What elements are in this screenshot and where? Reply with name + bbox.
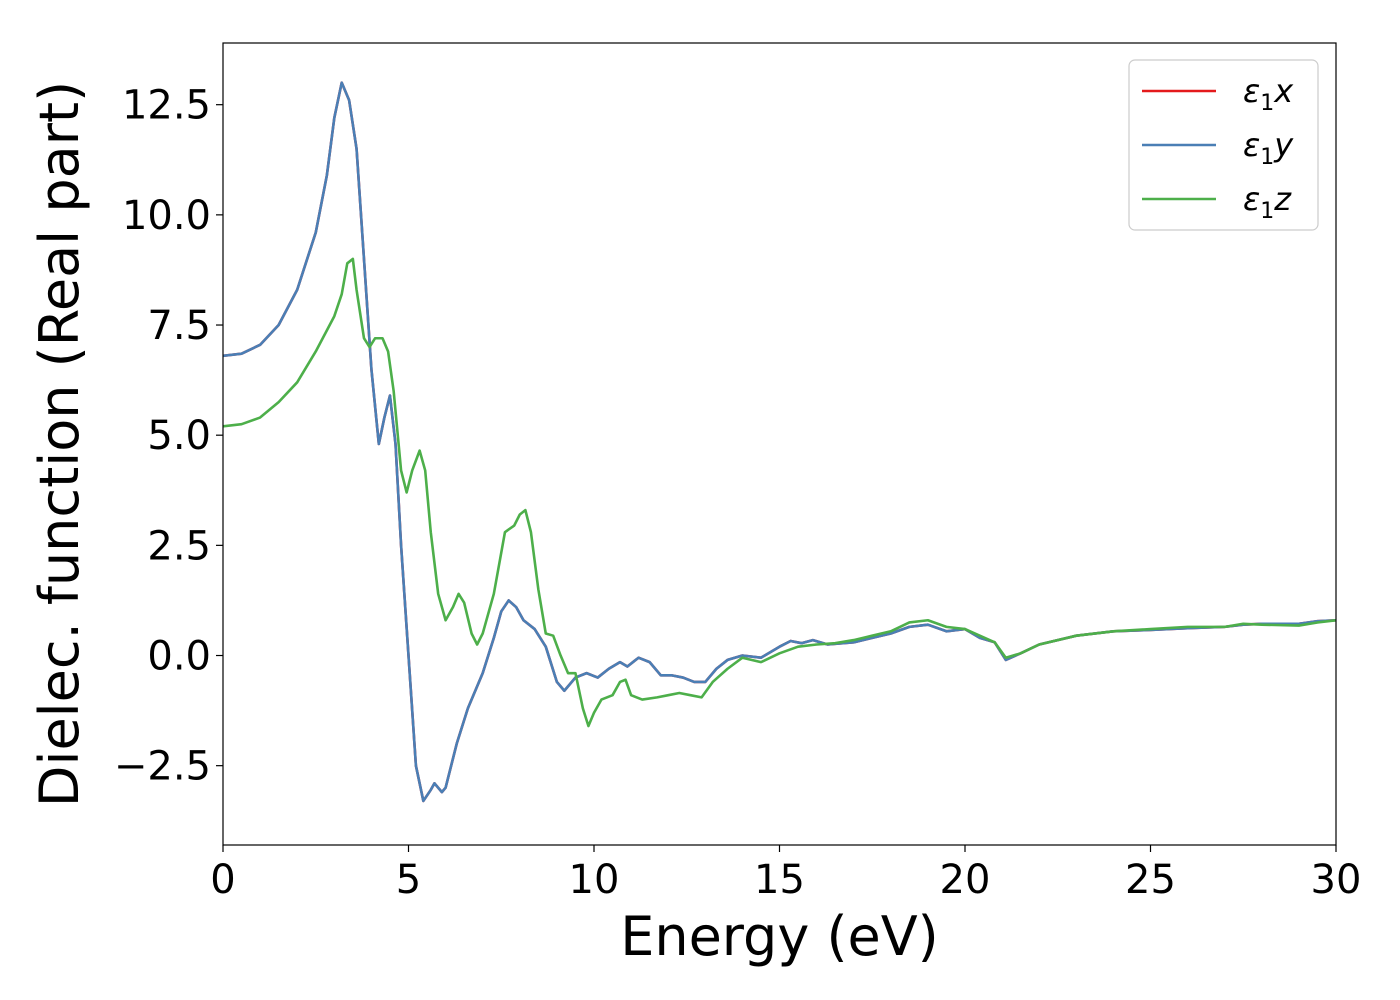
x-tick-label: 25 <box>1125 857 1176 903</box>
y-tick-label: 0.0 <box>147 634 211 680</box>
legend: ε1x ε1y ε1z <box>1128 59 1319 231</box>
x-tick-label: 10 <box>569 857 620 903</box>
x-tick-label: 0 <box>210 857 235 903</box>
y-tick-label: 7.5 <box>147 303 211 349</box>
legend-label-z: ε1z <box>1243 180 1292 224</box>
x-axis-title: Energy (eV) <box>620 905 939 968</box>
y-tick-label: 12.5 <box>122 83 211 129</box>
y-axis: −2.5 0.0 2.5 5.0 7.5 10.0 12.5 <box>114 83 223 790</box>
x-axis: 0 5 10 15 20 25 30 <box>210 845 1361 903</box>
x-tick-label: 30 <box>1311 857 1362 903</box>
x-tick-label: 5 <box>396 857 421 903</box>
legend-label-x: ε1x <box>1243 72 1294 116</box>
series-line-z <box>223 257 1336 728</box>
y-tick-label: 2.5 <box>147 523 211 569</box>
x-tick-label: 20 <box>940 857 991 903</box>
y-tick-label: −2.5 <box>114 744 211 790</box>
y-tick-label: 5.0 <box>147 413 211 459</box>
series-layer <box>223 81 1336 803</box>
legend-label-y: ε1y <box>1243 126 1294 170</box>
y-axis-title: Dielec. function (Real part) <box>28 81 91 807</box>
plot-frame <box>222 42 1337 846</box>
y-tick-label: 10.0 <box>122 193 211 239</box>
legend-box <box>1128 59 1319 231</box>
x-tick-label: 15 <box>754 857 805 903</box>
